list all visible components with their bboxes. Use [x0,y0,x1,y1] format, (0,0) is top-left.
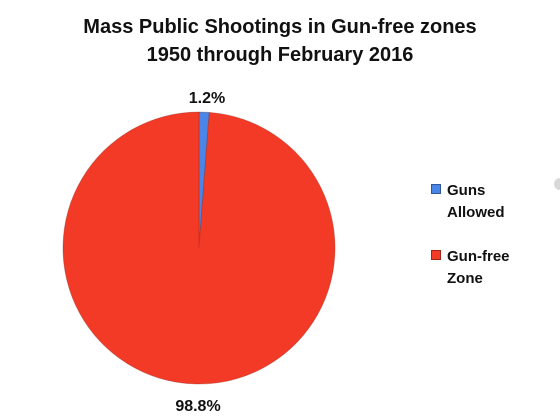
legend-item-guns-allowed: Guns Allowed [431,180,556,224]
data-label-guns-allowed: 1.2% [189,90,225,107]
data-label-gun-free-zone: 98.8% [175,398,220,415]
pie-slice-guns-allowed [198,111,210,249]
chart-title-line-2: 1950 through February 2016 [146,44,414,66]
legend-label-gun-free-zone: Gun-free Zone [447,248,510,287]
chart-title: Mass Public Shootings in Gun-free zones … [0,13,560,69]
legend-label-guns-allowed: Guns Allowed [447,182,505,221]
legend-swatch-guns-allowed [431,184,441,194]
legend-item-gun-free-zone: Gun-free Zone [431,246,556,290]
edge-scroll-indicator [554,178,560,190]
legend: Guns Allowed Gun-free Zone [431,180,556,312]
pie-slice-gun-free-zone [62,111,336,385]
chart-title-line-1: Mass Public Shootings in Gun-free zones [83,16,477,38]
legend-swatch-gun-free-zone [431,250,441,260]
pie-slices [62,111,336,385]
